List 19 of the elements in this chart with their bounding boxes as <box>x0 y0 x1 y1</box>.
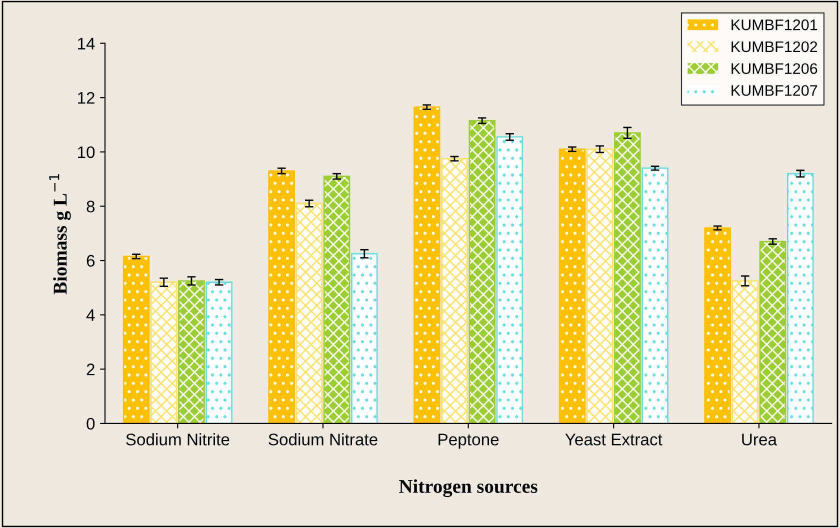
y-tick-label: 0 <box>86 418 95 430</box>
x-tick-label: Yeast Extract <box>565 434 662 446</box>
y-tick-label: 4 <box>86 309 95 321</box>
x-tick-label: Urea <box>742 434 777 446</box>
y-tick-label: 14 <box>78 38 95 50</box>
y-axis-title: Biomass g L$^{−1}$ <box>49 174 71 294</box>
legend-label: KUMBF1207 <box>732 85 818 96</box>
legend-label: KUMBF1201 <box>732 19 818 30</box>
legend-label: KUMBF1206 <box>732 63 818 74</box>
y-tick-label: 12 <box>78 92 94 104</box>
legend-label: KUMBF1202 <box>732 41 818 52</box>
y-tick-label: 6 <box>86 254 95 267</box>
y-tick-label: 2 <box>86 364 94 376</box>
x-tick-label: Peptone <box>438 434 499 449</box>
x-tick-label: Sodium Nitrate <box>268 433 378 446</box>
x-axis-title: Nitrogen sources <box>399 479 538 498</box>
x-tick-label: Sodium Nitrite <box>126 433 230 446</box>
y-tick-label: 8 <box>86 200 95 212</box>
y-tick-label: 10 <box>78 146 95 158</box>
